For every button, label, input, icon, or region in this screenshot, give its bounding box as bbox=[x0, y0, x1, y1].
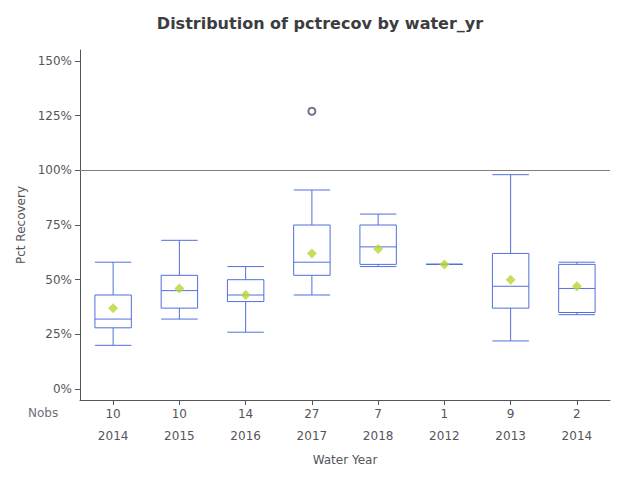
svg-text:Distribution of pctrecov by wa: Distribution of pctrecov by water_yr bbox=[157, 14, 483, 33]
svg-text:2012: 2012 bbox=[429, 429, 460, 443]
svg-text:100%: 100% bbox=[38, 163, 72, 177]
svg-text:2018: 2018 bbox=[363, 429, 394, 443]
svg-text:10: 10 bbox=[105, 407, 120, 421]
svg-text:1: 1 bbox=[441, 407, 449, 421]
svg-text:2014: 2014 bbox=[98, 429, 129, 443]
svg-text:7: 7 bbox=[374, 407, 382, 421]
svg-text:25%: 25% bbox=[45, 327, 72, 341]
svg-text:14: 14 bbox=[238, 407, 253, 421]
svg-text:0%: 0% bbox=[53, 382, 72, 396]
svg-text:2: 2 bbox=[573, 407, 581, 421]
svg-text:150%: 150% bbox=[38, 54, 72, 68]
svg-text:10: 10 bbox=[172, 407, 187, 421]
svg-text:50%: 50% bbox=[45, 273, 72, 287]
svg-text:2017: 2017 bbox=[297, 429, 328, 443]
svg-text:75%: 75% bbox=[45, 218, 72, 232]
svg-text:Nobs: Nobs bbox=[28, 406, 58, 420]
svg-text:2015: 2015 bbox=[164, 429, 195, 443]
svg-text:27: 27 bbox=[304, 407, 319, 421]
svg-text:9: 9 bbox=[507, 407, 515, 421]
svg-text:125%: 125% bbox=[38, 109, 72, 123]
svg-text:2014: 2014 bbox=[562, 429, 593, 443]
svg-text:2016: 2016 bbox=[230, 429, 261, 443]
svg-text:Water Year: Water Year bbox=[313, 453, 378, 467]
svg-text:Pct Recovery: Pct Recovery bbox=[14, 186, 28, 264]
svg-text:2013: 2013 bbox=[495, 429, 526, 443]
